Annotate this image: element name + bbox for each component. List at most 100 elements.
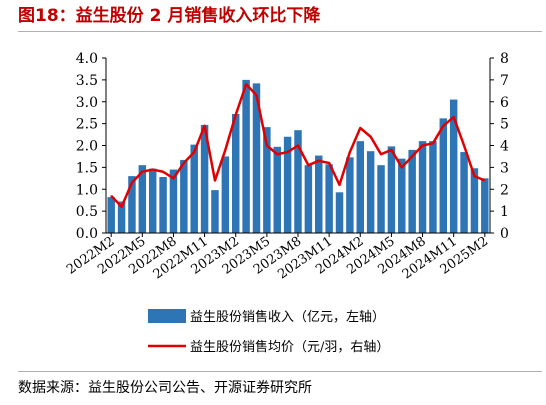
- legend: 益生股份销售收入（亿元，左轴） 益生股份销售均价（元/羽，右轴）: [148, 309, 389, 355]
- bar: [273, 146, 281, 233]
- line-point: [338, 184, 341, 186]
- title-divider: [18, 31, 542, 32]
- line-point: [266, 144, 268, 147]
- line-point: [401, 166, 403, 168]
- left-tick-label: 3.5: [76, 73, 98, 89]
- line-point: [141, 171, 143, 173]
- bar: [128, 176, 136, 233]
- bar: [408, 149, 416, 233]
- line-point: [453, 116, 455, 118]
- bar: [335, 192, 344, 233]
- line-point: [276, 153, 278, 155]
- bar: [159, 177, 167, 233]
- bar: [211, 190, 219, 233]
- line-point: [152, 168, 154, 171]
- x-axis: 2022M22022M52022M82022M112023M22023M5202…: [64, 232, 491, 282]
- source-note: 数据来源：益生股份公司公告、开源证券研究所: [18, 380, 312, 396]
- right-tick-label: 2: [500, 182, 509, 198]
- line-point: [235, 114, 237, 116]
- bar: [366, 151, 375, 233]
- right-tick-label: 6: [500, 95, 509, 111]
- bar: [263, 127, 271, 233]
- bar: [231, 114, 240, 233]
- legend-bar-label: 益生股份销售收入（亿元，左轴）: [190, 309, 385, 325]
- bar: [481, 178, 489, 233]
- bar: [470, 168, 479, 233]
- line-point: [203, 125, 206, 127]
- left-tick-label: 1.5: [76, 160, 98, 176]
- line-point: [297, 144, 299, 147]
- line-series: [110, 83, 486, 208]
- right-axis: 0 1 2 3 4 5 6 7 8: [489, 51, 509, 242]
- bar: [387, 146, 396, 233]
- bar: [429, 141, 437, 233]
- line-point: [318, 160, 320, 162]
- bar: [252, 83, 261, 233]
- chart: 0.0 0.5 1.0 1.5 2.0 2.5 3.0 3.5 4.0 0 1 2 3 4 5 6 7 8 20…: [64, 51, 509, 355]
- bar: [107, 197, 115, 233]
- line-point: [432, 142, 434, 144]
- right-tick-label: 7: [500, 73, 509, 89]
- legend-line-label: 益生股份销售均价（元/羽，右轴）: [190, 339, 389, 355]
- line-point: [442, 125, 444, 127]
- bar: [180, 159, 188, 233]
- bar: [356, 141, 365, 233]
- bar: [221, 156, 230, 233]
- right-tick-label: 8: [500, 51, 509, 67]
- bar: [169, 169, 178, 233]
- right-tick-label: 5: [500, 117, 509, 133]
- left-tick-label: 0.5: [76, 204, 98, 220]
- line-point: [245, 83, 247, 85]
- line-point: [214, 179, 216, 182]
- line-point: [255, 94, 258, 96]
- line-point: [380, 153, 382, 155]
- bar: [377, 165, 385, 233]
- right-tick-label: 1: [500, 204, 509, 220]
- line-point: [359, 127, 361, 129]
- left-axis: 0.0 0.5 1.0 1.5 2.0 2.5 3.0 3.5 4.0: [76, 51, 107, 242]
- line-point: [120, 206, 123, 208]
- left-tick-label: 3.0: [76, 95, 98, 111]
- right-tick-label: 4: [500, 139, 509, 155]
- bar: [304, 165, 313, 233]
- line-point: [287, 151, 289, 153]
- bar: [283, 136, 292, 233]
- line-point: [183, 162, 185, 164]
- bar: [200, 124, 209, 233]
- bar: [315, 155, 323, 233]
- left-tick-label: 2.5: [76, 117, 98, 133]
- left-tick-label: 4.0: [76, 51, 98, 67]
- right-tick-label: 0: [500, 226, 509, 242]
- bar: [242, 79, 250, 233]
- bar: [294, 130, 302, 233]
- bar: [117, 201, 126, 233]
- bar: [190, 144, 198, 233]
- legend-bar-swatch: [148, 309, 186, 323]
- figure-title: 图18：益生股份 2 月销售收入环比下降: [18, 6, 321, 26]
- line-point: [131, 182, 133, 184]
- bar: [346, 157, 354, 233]
- line-point: [473, 175, 476, 177]
- line-point: [349, 151, 351, 153]
- line-point: [411, 155, 413, 158]
- bar: [148, 168, 157, 233]
- bar: [325, 164, 333, 233]
- line-point: [224, 149, 226, 151]
- line-point: [484, 179, 486, 182]
- bar: [138, 165, 147, 233]
- line-point: [328, 162, 330, 164]
- left-tick-label: 2.0: [76, 139, 98, 155]
- source-divider: [18, 371, 542, 372]
- line-point: [110, 195, 112, 197]
- bar: [398, 158, 406, 233]
- bar-series: [107, 79, 489, 233]
- bar: [460, 152, 468, 233]
- line-point: [421, 144, 424, 147]
- bar: [449, 99, 458, 233]
- line-point: [390, 149, 393, 151]
- left-tick-label: 0.0: [76, 226, 98, 242]
- line-point: [172, 177, 175, 179]
- bar: [439, 118, 448, 233]
- line-point: [162, 171, 164, 173]
- right-tick-label: 3: [500, 160, 509, 176]
